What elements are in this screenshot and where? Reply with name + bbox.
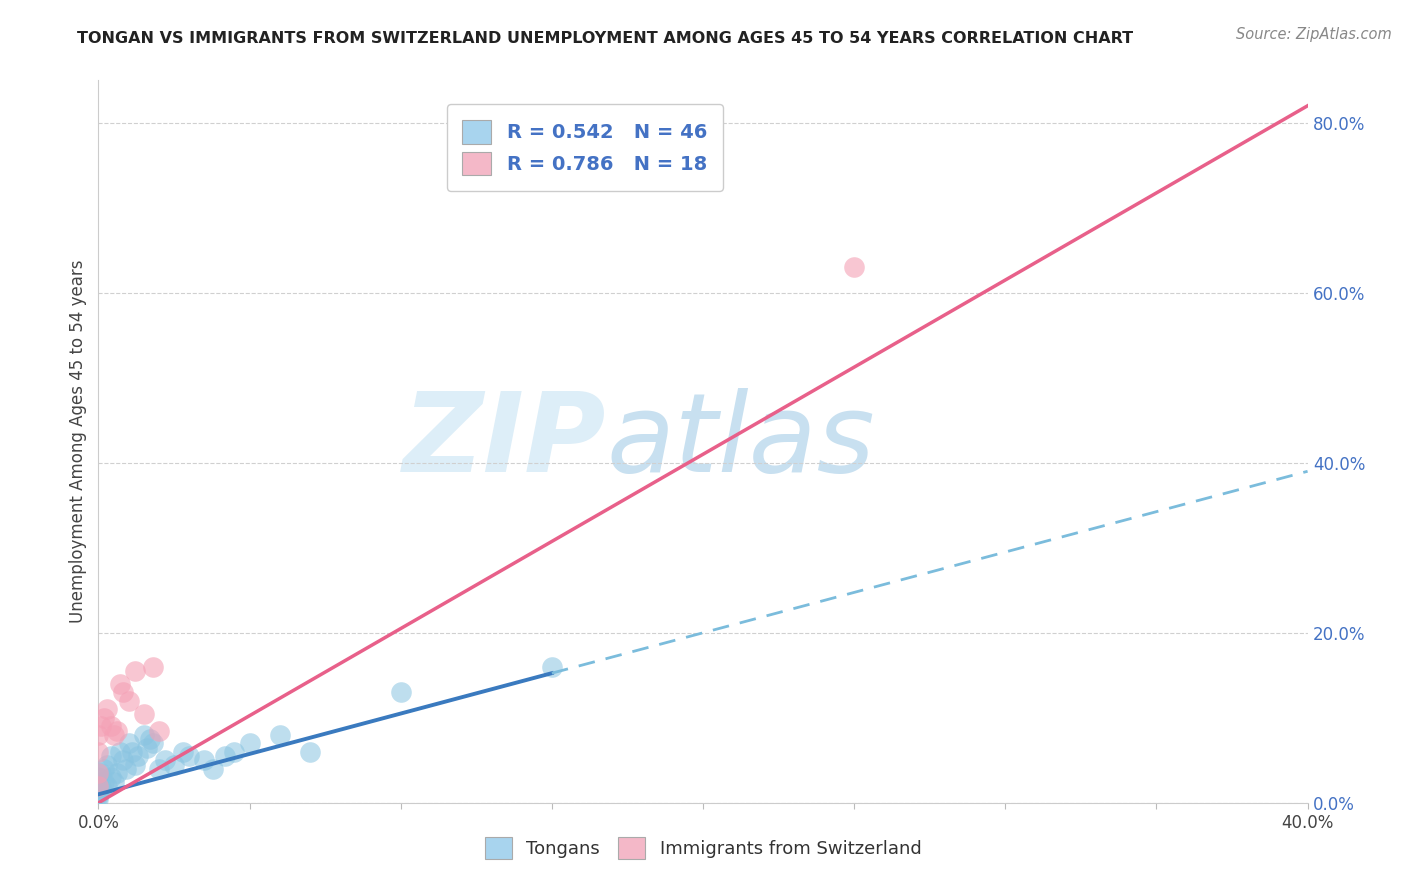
Point — [103, 728, 125, 742]
Point — [100, 749, 122, 764]
Point — [389, 685, 412, 699]
Point — [114, 762, 136, 776]
Point — [269, 728, 291, 742]
Point — [172, 745, 194, 759]
Point — [118, 694, 141, 708]
Point — [100, 719, 122, 733]
Point — [193, 753, 215, 767]
Point — [111, 685, 134, 699]
Legend: Tongans, Immigrants from Switzerland: Tongans, Immigrants from Switzerland — [478, 830, 928, 866]
Point — [299, 745, 322, 759]
Point — [118, 736, 141, 750]
Point — [93, 774, 115, 789]
Y-axis label: Unemployment Among Ages 45 to 54 years: Unemployment Among Ages 45 to 54 years — [69, 260, 87, 624]
Point — [90, 783, 112, 797]
Point — [108, 745, 131, 759]
Point — [87, 783, 110, 797]
Point — [163, 757, 186, 772]
Point — [87, 779, 110, 793]
Point — [132, 706, 155, 721]
Text: atlas: atlas — [606, 388, 875, 495]
Point — [87, 789, 110, 803]
Point — [87, 766, 110, 780]
Point — [844, 260, 866, 275]
Point — [121, 745, 143, 759]
Point — [148, 723, 170, 738]
Point — [90, 719, 112, 733]
Point — [96, 702, 118, 716]
Point — [87, 779, 110, 793]
Point — [124, 664, 146, 678]
Point — [214, 749, 236, 764]
Point — [111, 753, 134, 767]
Point — [105, 766, 128, 780]
Point — [103, 774, 125, 789]
Point — [93, 762, 115, 776]
Point — [96, 779, 118, 793]
Point — [87, 791, 110, 805]
Text: TONGAN VS IMMIGRANTS FROM SWITZERLAND UNEMPLOYMENT AMONG AGES 45 TO 54 YEARS COR: TONGAN VS IMMIGRANTS FROM SWITZERLAND UN… — [77, 31, 1133, 46]
Point — [87, 728, 110, 742]
Point — [540, 660, 562, 674]
Point — [139, 732, 162, 747]
Point — [87, 777, 110, 791]
Point — [105, 723, 128, 738]
Point — [142, 736, 165, 750]
Point — [100, 770, 122, 784]
Point — [90, 766, 112, 780]
Point — [90, 779, 112, 793]
Point — [202, 762, 225, 776]
Point — [153, 753, 176, 767]
Point — [142, 660, 165, 674]
Point — [108, 677, 131, 691]
Point — [87, 786, 110, 800]
Point — [87, 780, 110, 795]
Point — [87, 745, 110, 759]
Point — [87, 770, 110, 784]
Point — [224, 745, 246, 759]
Point — [124, 757, 146, 772]
Point — [132, 728, 155, 742]
Point — [179, 749, 201, 764]
Point — [135, 740, 157, 755]
Point — [127, 749, 149, 764]
Point — [87, 774, 110, 789]
Text: ZIP: ZIP — [402, 388, 606, 495]
Point — [87, 787, 110, 801]
Point — [93, 711, 115, 725]
Point — [96, 757, 118, 772]
Text: Source: ZipAtlas.com: Source: ZipAtlas.com — [1236, 27, 1392, 42]
Point — [239, 736, 262, 750]
Point — [148, 762, 170, 776]
